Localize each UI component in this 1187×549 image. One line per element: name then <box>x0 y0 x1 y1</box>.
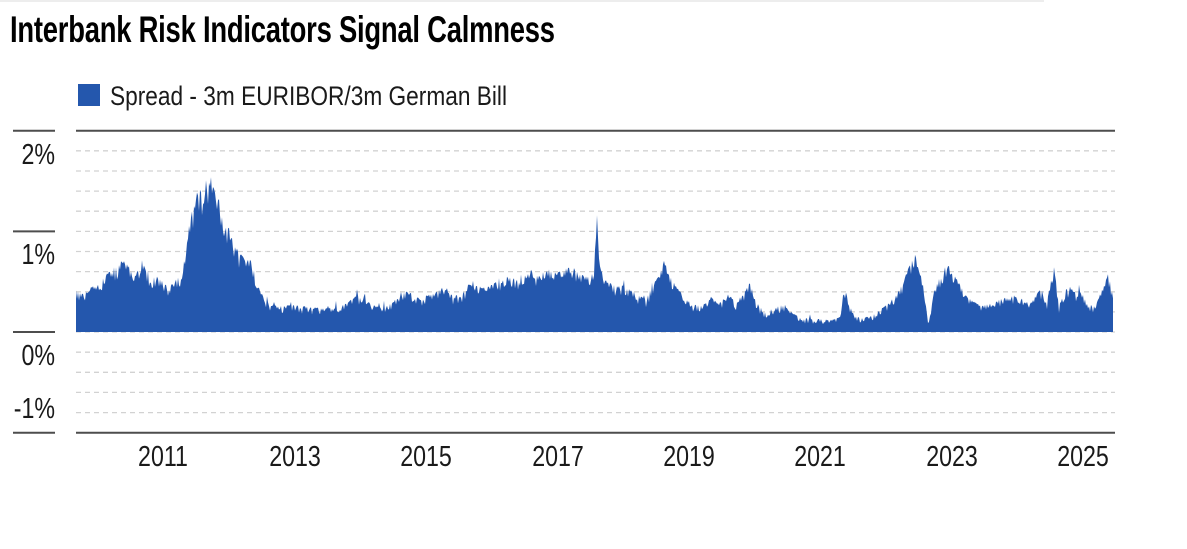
chart-title: Interbank Risk Indicators Signal Calmnes… <box>10 9 555 50</box>
y-tick-label: 1% <box>21 239 55 272</box>
legend-label: Spread - 3m EURIBOR/3m German Bill <box>110 81 508 111</box>
area-series <box>76 177 1113 332</box>
x-tick-label: 2021 <box>794 441 847 473</box>
legend-swatch <box>78 84 100 106</box>
x-tick-label: 2015 <box>400 441 452 473</box>
top-divider <box>0 0 1044 2</box>
x-tick-label: 2023 <box>925 441 978 473</box>
y-tick-label: 0% <box>21 340 55 372</box>
x-tick-label: 2025 <box>1057 441 1109 473</box>
x-tick-label: 2019 <box>663 441 715 473</box>
x-tick-label: 2013 <box>268 441 321 473</box>
x-tick-label: 2011 <box>138 441 189 473</box>
y-tick-label: -1% <box>13 392 56 425</box>
y-tick-label: 2% <box>21 138 55 171</box>
x-tick-label: 2017 <box>531 441 584 473</box>
